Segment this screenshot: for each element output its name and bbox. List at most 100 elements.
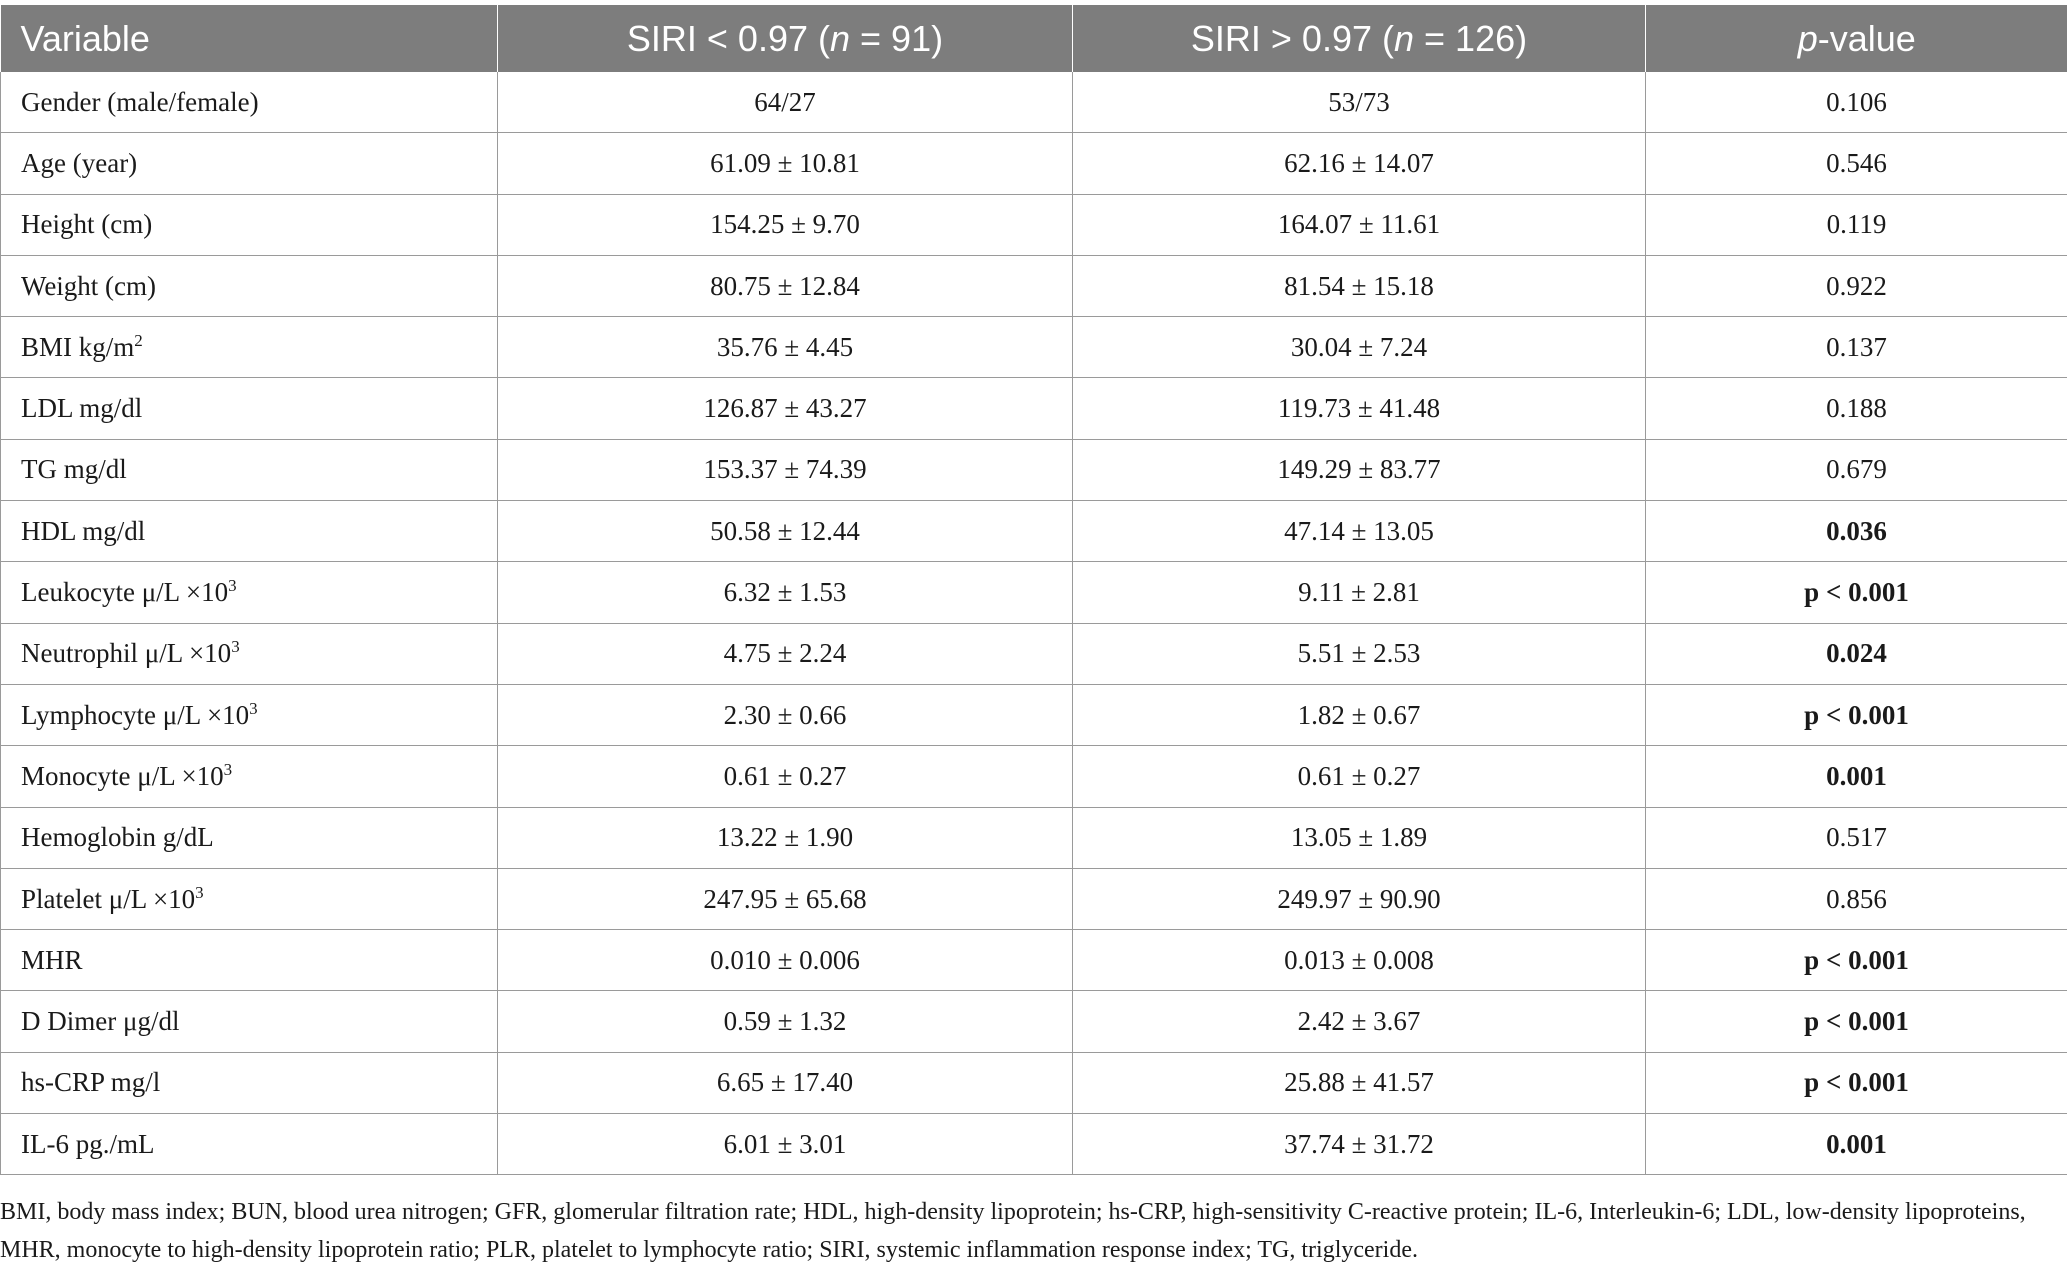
siri-low-value: 0.59 ± 1.32 xyxy=(497,990,1073,1053)
siri-low-value: 61.09 ± 10.81 xyxy=(497,132,1073,195)
p-value: 0.856 xyxy=(1645,868,2067,931)
variable-cell: D Dimer μg/dl xyxy=(0,990,498,1053)
siri-high-value: 9.11 ± 2.81 xyxy=(1072,561,1646,624)
siri-high-value: 13.05 ± 1.89 xyxy=(1072,807,1646,869)
variable-label: Leukocyte μ/L ×10 xyxy=(21,577,229,608)
siri-low-value: 153.37 ± 74.39 xyxy=(497,439,1073,502)
variable-cell: Height (cm) xyxy=(0,194,498,256)
variable-label: Monocyte μ/L ×10 xyxy=(21,760,224,791)
variable-label: Height (cm) xyxy=(21,209,153,240)
siri-low-value: 0.61 ± 0.27 xyxy=(497,745,1073,808)
table-row: LDL mg/dl 126.87 ± 43.27 119.73 ± 41.48 0.1… xyxy=(0,377,2067,440)
p-value: 0.001 xyxy=(1645,745,2067,808)
p-value: 0.137 xyxy=(1645,316,2067,379)
siri-high-value: 37.74 ± 31.72 xyxy=(1072,1113,1646,1176)
header-row: Variable SIRI < 0.97 (n = 91) SIRI > 0.9… xyxy=(0,5,2067,72)
p-value: 0.188 xyxy=(1645,377,2067,440)
p-value: 0.001 xyxy=(1645,1113,2067,1176)
variable-label: TG mg/dl xyxy=(21,454,127,485)
siri-high-value: 62.16 ± 14.07 xyxy=(1072,132,1646,195)
variable-cell: Neutrophil μ/L ×103 xyxy=(0,623,498,685)
table-row: Age (year) 61.09 ± 10.81 62.16 ± 14.07 0.54… xyxy=(0,132,2067,195)
siri-high-value: 30.04 ± 7.24 xyxy=(1072,316,1646,379)
header-siri-high-n: n xyxy=(1393,17,1415,59)
siri-low-value: 154.25 ± 9.70 xyxy=(497,194,1073,256)
siri-low-value: 6.01 ± 3.01 xyxy=(497,1113,1073,1176)
variable-label: Gender (male/female) xyxy=(21,86,259,117)
table-row: Lymphocyte μ/L ×103 2.30 ± 0.66 1.82 ± 0.6… xyxy=(0,684,2067,747)
variable-cell: HDL mg/dl xyxy=(0,500,498,563)
p-value: p < 0.001 xyxy=(1645,929,2067,992)
header-siri-high: SIRI > 0.97 (n = 126) xyxy=(1072,5,1646,72)
data-table-container: Variable SIRI < 0.97 (n = 91) SIRI > 0.9… xyxy=(0,5,2067,1176)
variable-label: MHR xyxy=(21,944,83,975)
header-siri-low-n: n xyxy=(830,17,851,59)
siri-high-value: 81.54 ± 15.18 xyxy=(1072,255,1646,318)
siri-low-value: 6.32 ± 1.53 xyxy=(497,561,1073,624)
p-value: 0.922 xyxy=(1645,255,2067,318)
siri-low-value: 2.30 ± 0.66 xyxy=(497,684,1073,747)
table-row: MHR 0.010 ± 0.006 0.013 ± 0.008 p < 0.001 xyxy=(0,929,2067,992)
table-row: Weight (cm) 80.75 ± 12.84 81.54 ± 15.18 0.9… xyxy=(0,255,2067,318)
siri-high-value: 149.29 ± 83.77 xyxy=(1072,439,1646,502)
variable-cell: BMI kg/m2 xyxy=(0,316,498,379)
siri-high-value: 0.013 ± 0.008 xyxy=(1072,929,1646,992)
variable-cell: MHR xyxy=(0,929,498,992)
header-siri-high-suffix: = 126) xyxy=(1414,17,1528,59)
siri-low-value: 64/27 xyxy=(497,72,1073,134)
p-value: 0.106 xyxy=(1645,72,2067,134)
header-variable: Variable xyxy=(0,5,498,72)
siri-low-value: 80.75 ± 12.84 xyxy=(497,255,1073,318)
p-value: 0.546 xyxy=(1645,132,2067,195)
table-row: HDL mg/dl 50.58 ± 12.44 47.14 ± 13.05 0.036 xyxy=(0,500,2067,563)
table-row: Platelet μ/L ×103 247.95 ± 65.68 249.97 ± … xyxy=(0,868,2067,931)
variable-cell: Gender (male/female) xyxy=(0,72,498,134)
siri-high-value: 0.61 ± 0.27 xyxy=(1072,745,1646,808)
siri-high-value: 1.82 ± 0.67 xyxy=(1072,684,1646,747)
table-row: Hemoglobin g/dL 13.22 ± 1.90 13.05 ± 1.89 0… xyxy=(0,807,2067,869)
variable-label: Platelet μ/L ×10 xyxy=(21,883,196,914)
siri-high-value: 53/73 xyxy=(1072,72,1646,134)
table-row: IL-6 pg./mL 6.01 ± 3.01 37.74 ± 31.72 0.001 xyxy=(0,1113,2067,1176)
siri-low-value: 13.22 ± 1.90 xyxy=(497,807,1073,869)
p-value: p < 0.001 xyxy=(1645,684,2067,747)
table-header: Variable SIRI < 0.97 (n = 91) SIRI > 0.9… xyxy=(0,5,2067,72)
siri-high-value: 47.14 ± 13.05 xyxy=(1072,500,1646,563)
table-row: Monocyte μ/L ×103 0.61 ± 0.27 0.61 ± 0.27 0… xyxy=(0,745,2067,808)
variable-superscript: 3 xyxy=(223,759,233,779)
p-value: 0.679 xyxy=(1645,439,2067,502)
siri-low-value: 0.010 ± 0.006 xyxy=(497,929,1073,992)
variable-cell: IL-6 pg./mL xyxy=(0,1113,498,1176)
variable-label: HDL mg/dl xyxy=(21,515,146,546)
variable-superscript: 2 xyxy=(134,330,143,350)
table-footnote: BMI, body mass index; BUN, blood urea ni… xyxy=(0,1199,2026,1263)
p-value: 0.036 xyxy=(1645,500,2067,563)
siri-high-value: 25.88 ± 41.57 xyxy=(1072,1052,1646,1115)
variable-label: Age (year) xyxy=(21,147,138,178)
siri-high-value: 164.07 ± 11.61 xyxy=(1072,194,1646,256)
header-variable-label: Variable xyxy=(20,17,150,59)
p-value: p < 0.001 xyxy=(1645,990,2067,1053)
siri-high-value: 5.51 ± 2.53 xyxy=(1072,623,1646,685)
header-siri-low-prefix: SIRI < 0.97 ( xyxy=(626,17,830,59)
header-siri-low-suffix: = 91) xyxy=(850,17,944,59)
variable-label: LDL mg/dl xyxy=(21,393,143,424)
siri-low-value: 6.65 ± 17.40 xyxy=(497,1052,1073,1115)
variable-cell: Hemoglobin g/dL xyxy=(0,807,498,869)
comparison-table: Variable SIRI < 0.97 (n = 91) SIRI > 0.9… xyxy=(0,5,2067,1176)
variable-cell: Platelet μ/L ×103 xyxy=(0,868,498,931)
siri-high-value: 2.42 ± 3.67 xyxy=(1072,990,1646,1053)
variable-label: Lymphocyte μ/L ×10 xyxy=(21,699,250,730)
siri-low-value: 126.87 ± 43.27 xyxy=(497,377,1073,440)
variable-label: BMI kg/m xyxy=(21,331,135,362)
variable-cell: Leukocyte μ/L ×103 xyxy=(0,561,498,624)
variable-cell: TG mg/dl xyxy=(0,439,498,502)
header-p-value: p-value xyxy=(1645,5,2067,72)
variable-cell: LDL mg/dl xyxy=(0,377,498,440)
siri-low-value: 35.76 ± 4.45 xyxy=(497,316,1073,379)
variable-cell: Age (year) xyxy=(0,132,498,195)
siri-low-value: 247.95 ± 65.68 xyxy=(497,868,1073,931)
header-p-italic: p xyxy=(1797,17,1818,59)
siri-high-value: 119.73 ± 41.48 xyxy=(1072,377,1646,440)
siri-low-value: 50.58 ± 12.44 xyxy=(497,500,1073,563)
